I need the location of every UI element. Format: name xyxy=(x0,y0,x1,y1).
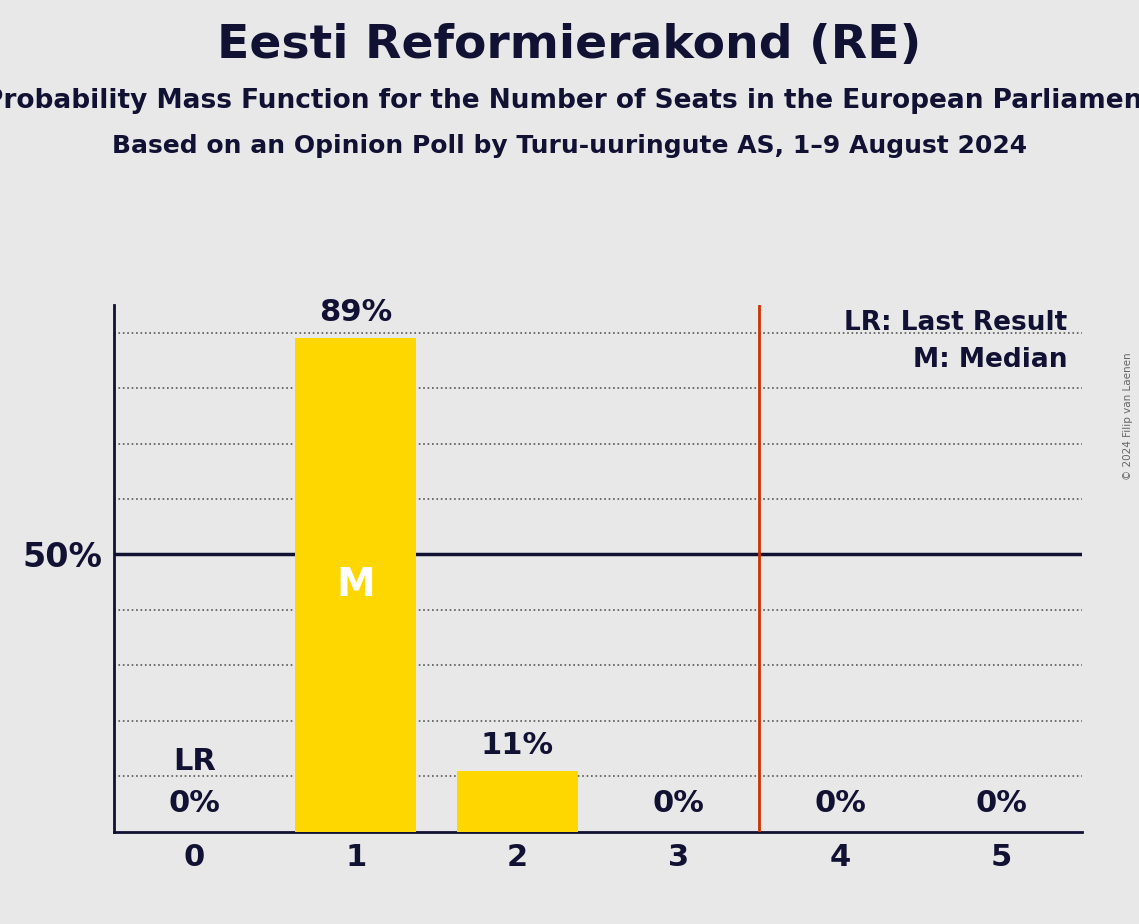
Text: Based on an Opinion Poll by Turu-uuringute AS, 1–9 August 2024: Based on an Opinion Poll by Turu-uuringu… xyxy=(112,134,1027,158)
Bar xyxy=(457,771,577,832)
Text: 0%: 0% xyxy=(653,789,705,818)
Text: LR: Last Result: LR: Last Result xyxy=(844,310,1067,336)
Text: LR: LR xyxy=(173,748,216,776)
Text: Probability Mass Function for the Number of Seats in the European Parliament: Probability Mass Function for the Number… xyxy=(0,88,1139,114)
Text: M: M xyxy=(336,565,376,604)
Text: Eesti Reformierakond (RE): Eesti Reformierakond (RE) xyxy=(218,23,921,68)
Text: 0%: 0% xyxy=(169,789,221,818)
Text: M: Median: M: Median xyxy=(913,347,1067,373)
Text: © 2024 Filip van Laenen: © 2024 Filip van Laenen xyxy=(1123,352,1133,480)
Text: 11%: 11% xyxy=(481,731,554,760)
Text: 0%: 0% xyxy=(814,789,866,818)
Text: 0%: 0% xyxy=(975,789,1027,818)
Text: 89%: 89% xyxy=(319,298,393,327)
Bar xyxy=(295,338,417,832)
